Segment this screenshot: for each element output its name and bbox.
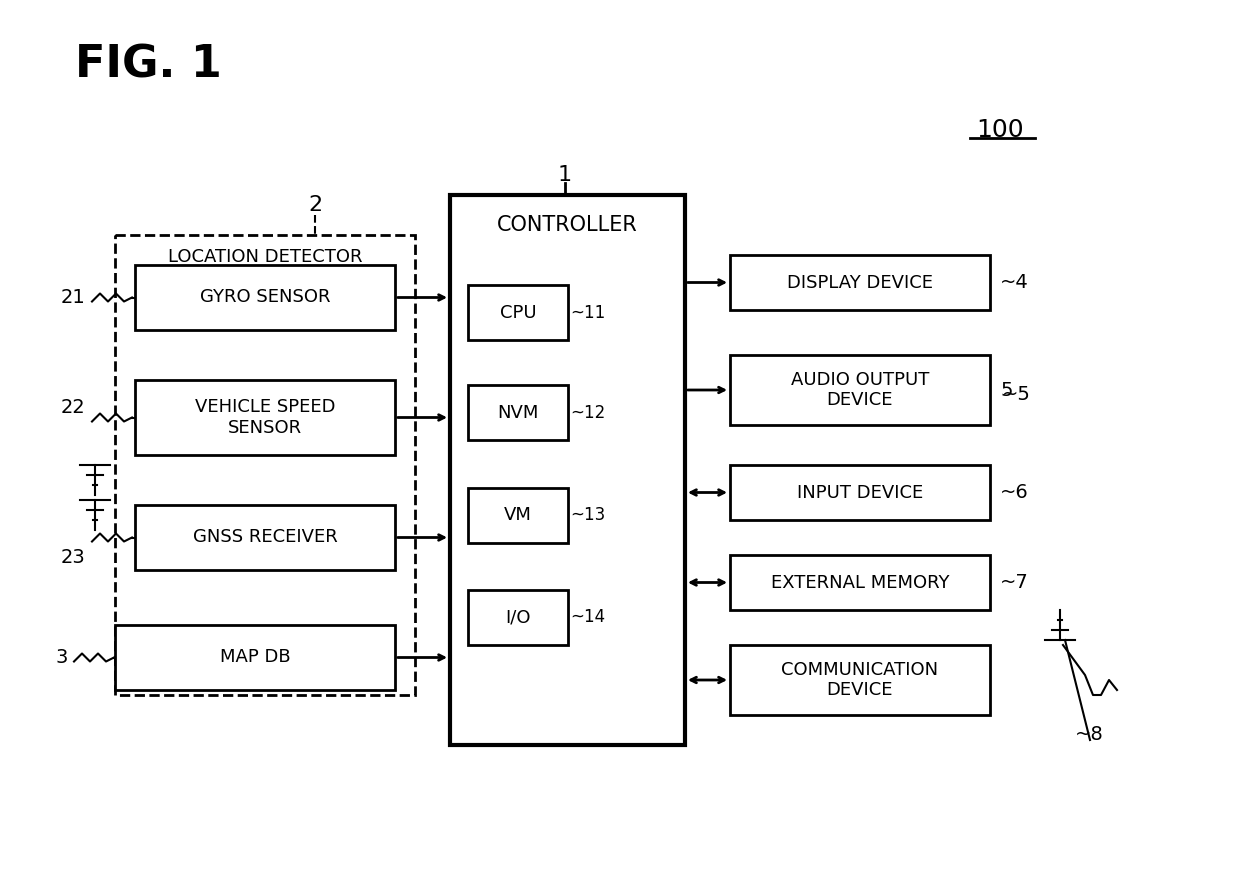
Text: CONTROLLER: CONTROLLER (497, 215, 637, 235)
FancyBboxPatch shape (730, 355, 990, 425)
Text: I/O: I/O (505, 608, 531, 627)
Text: DISPLAY DEVICE: DISPLAY DEVICE (787, 274, 932, 291)
Text: 23: 23 (61, 548, 86, 567)
FancyBboxPatch shape (135, 265, 396, 330)
Text: VEHICLE SPEED
SENSOR: VEHICLE SPEED SENSOR (195, 398, 335, 437)
Text: LOCATION DETECTOR: LOCATION DETECTOR (167, 248, 362, 266)
Text: ~4: ~4 (999, 273, 1029, 292)
Text: GNSS RECEIVER: GNSS RECEIVER (192, 528, 337, 547)
FancyBboxPatch shape (467, 285, 568, 340)
Text: FIG. 1: FIG. 1 (74, 43, 222, 87)
Text: ~11: ~11 (570, 303, 605, 322)
FancyBboxPatch shape (730, 255, 990, 310)
FancyBboxPatch shape (115, 625, 396, 690)
Text: ~14: ~14 (570, 608, 605, 627)
Text: MAP DB: MAP DB (219, 648, 290, 667)
FancyBboxPatch shape (730, 465, 990, 520)
Text: CPU: CPU (500, 303, 537, 322)
FancyBboxPatch shape (135, 505, 396, 570)
Text: ~7: ~7 (999, 573, 1029, 592)
Text: 2: 2 (308, 195, 322, 215)
Text: 1: 1 (558, 165, 572, 185)
Text: ~12: ~12 (570, 403, 605, 421)
FancyBboxPatch shape (450, 195, 684, 745)
Text: 100: 100 (976, 118, 1024, 142)
FancyBboxPatch shape (135, 380, 396, 455)
Text: GYRO SENSOR: GYRO SENSOR (200, 289, 330, 307)
Text: COMMUNICATION
DEVICE: COMMUNICATION DEVICE (781, 660, 939, 700)
Text: ~13: ~13 (570, 507, 605, 525)
Text: 22: 22 (61, 398, 86, 417)
Text: 5: 5 (999, 381, 1013, 400)
FancyBboxPatch shape (730, 645, 990, 715)
Text: NVM: NVM (497, 403, 538, 421)
Text: VM: VM (505, 507, 532, 525)
Text: 21: 21 (61, 288, 86, 307)
FancyBboxPatch shape (115, 235, 415, 695)
Text: EXTERNAL MEMORY: EXTERNAL MEMORY (771, 574, 950, 592)
Text: AUDIO OUTPUT
DEVICE: AUDIO OUTPUT DEVICE (791, 370, 929, 409)
Text: 3: 3 (56, 648, 68, 667)
FancyBboxPatch shape (467, 590, 568, 645)
FancyBboxPatch shape (730, 555, 990, 610)
FancyBboxPatch shape (467, 488, 568, 543)
Text: ~5: ~5 (1002, 384, 1030, 403)
Text: ~8: ~8 (1075, 726, 1104, 745)
FancyBboxPatch shape (467, 385, 568, 440)
Text: ~6: ~6 (999, 483, 1029, 502)
Text: INPUT DEVICE: INPUT DEVICE (797, 483, 923, 501)
